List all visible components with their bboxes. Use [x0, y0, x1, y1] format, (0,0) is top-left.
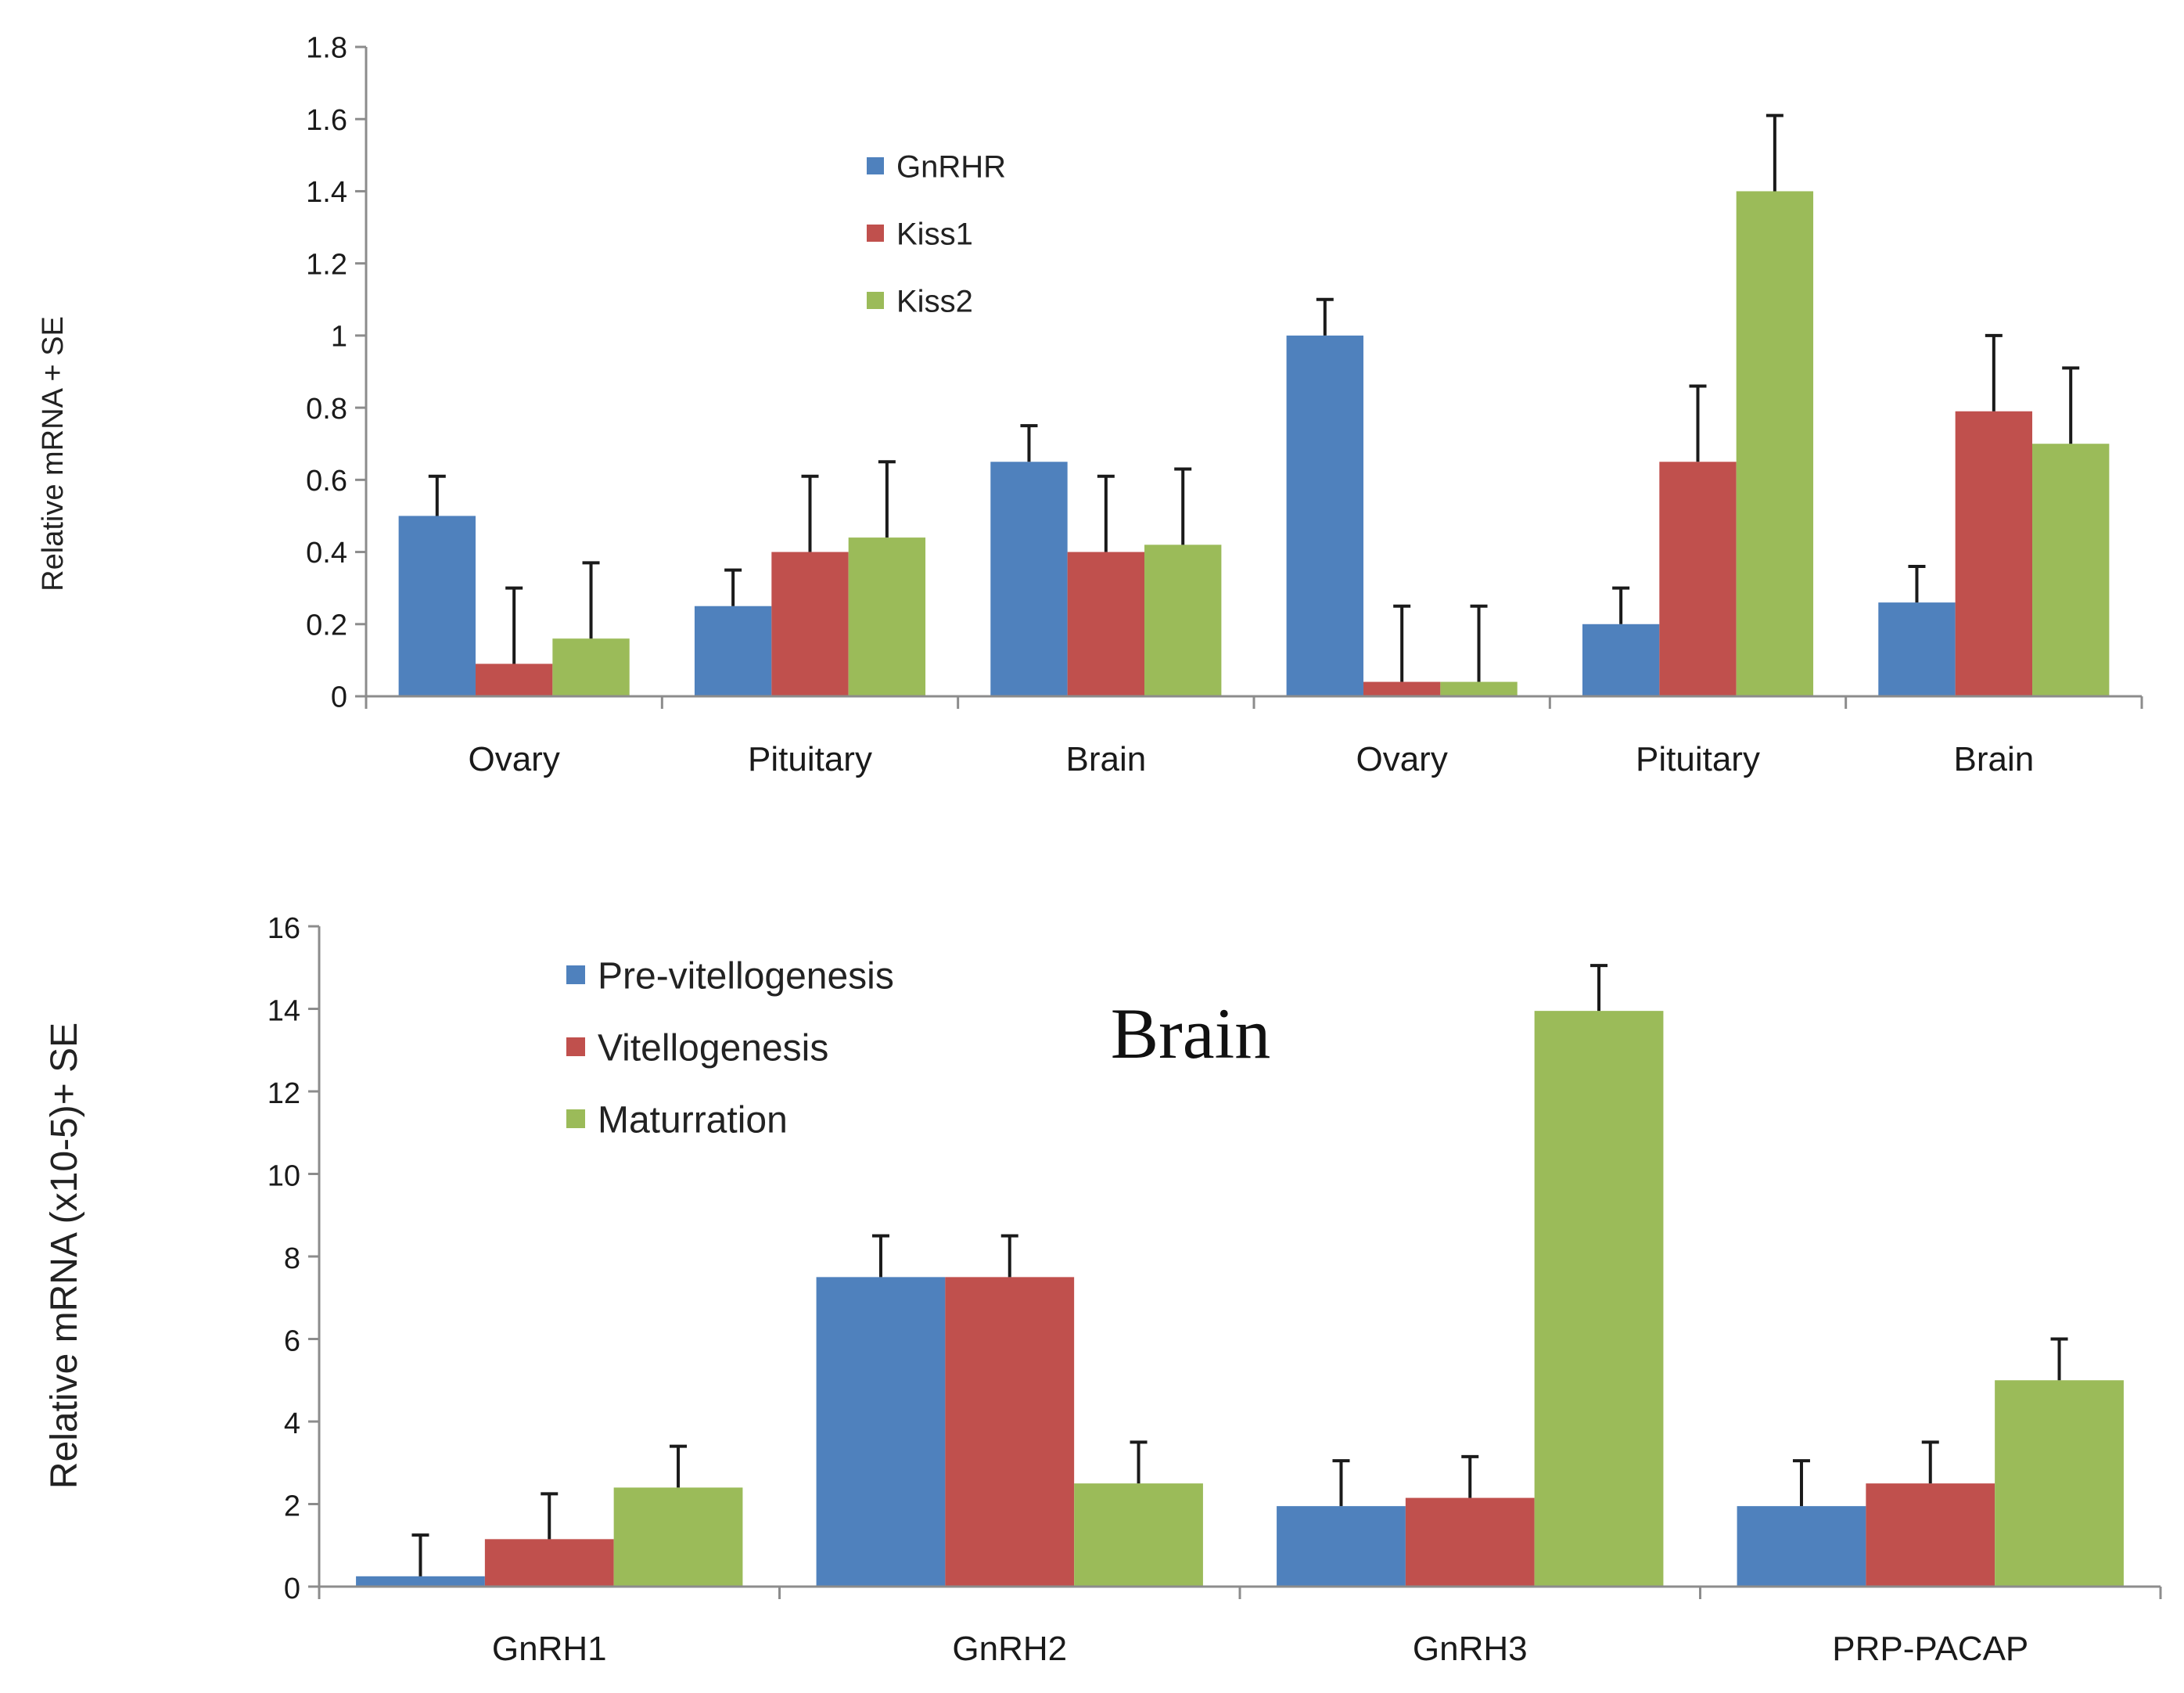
legend: GnRHR Kiss1 Kiss2 [867, 149, 1006, 318]
legend-label: Kiss1 [896, 217, 973, 251]
bar-kiss1-pituitary [1659, 462, 1737, 696]
bar-kiss2-ovary [552, 638, 630, 696]
bar-kiss1-brain [1067, 552, 1145, 696]
x-tick-label: GnRH3 [1413, 1630, 1528, 1668]
y-tick-label: 10 [268, 1160, 300, 1193]
bar-kiss1-brain [1955, 411, 2033, 696]
x-tick-label: Ovary [468, 740, 559, 778]
bar-vitellogenesis-gnrh3 [1405, 1497, 1535, 1587]
x-tick-label: Ovary [1356, 740, 1447, 778]
bar-kiss2-ovary [1440, 681, 1518, 696]
legend-label: Vitellogenesis [598, 1027, 828, 1069]
bar-pre-vitellogenesis-gnrh1 [356, 1576, 485, 1587]
legend-item-vitellogenesis: Vitellogenesis [566, 1027, 828, 1069]
y-tick-label: 4 [284, 1407, 300, 1440]
bar-vitellogenesis-gnrh2 [945, 1277, 1075, 1587]
legend: Pre-vitellogenesis Vitellogenesis Maturrat… [566, 955, 894, 1141]
legend-item-gnrhr: GnRHR [867, 149, 1006, 184]
bar-vitellogenesis-prp-pacap [1866, 1483, 1995, 1587]
legend-label: Maturration [598, 1099, 788, 1141]
y-tick-label: 0 [331, 681, 347, 714]
legend-swatch [867, 157, 884, 174]
y-tick-label: 0.4 [306, 537, 347, 570]
x-tick-label: GnRH1 [492, 1630, 607, 1668]
bar-vitellogenesis-gnrh1 [484, 1539, 614, 1587]
y-axis-label: Relative mRNA + SE [37, 316, 70, 591]
bar-group [356, 964, 2124, 1587]
y-tick-label: 1.4 [306, 176, 347, 209]
bar-kiss1-ovary [475, 663, 553, 696]
legend-swatch [566, 1037, 585, 1056]
y-tick-label: 0 [284, 1573, 300, 1605]
x-axis: Ovary Pituitary Brain Ovary Pituitary Brain [365, 695, 2143, 778]
legend-item-kiss2: Kiss2 [867, 284, 973, 318]
bar-kiss1-pituitary [771, 552, 849, 696]
bar-kiss1-ovary [1363, 681, 1441, 696]
y-tick-label: 1.2 [306, 248, 347, 281]
bar-group [398, 113, 2110, 696]
bar-pre-vitellogenesis-gnrh2 [816, 1277, 946, 1587]
x-tick-label: GnRH2 [952, 1630, 1067, 1668]
y-tick-label: 0.2 [306, 609, 347, 642]
y-tick-label: 6 [284, 1325, 300, 1358]
x-tick-label: PRP-PACAP [1832, 1630, 2028, 1668]
bar-pre-vitellogenesis-gnrh3 [1277, 1506, 1406, 1587]
bar-kiss2-pituitary [848, 537, 926, 696]
bar-maturration-prp-pacap [1995, 1380, 2124, 1587]
bar-maturration-gnrh1 [613, 1487, 743, 1587]
y-tick-label: 16 [268, 912, 300, 945]
y-tick-label: 8 [284, 1242, 300, 1275]
bar-gnrhr-pituitary [1582, 624, 1660, 696]
legend-label: GnRHR [896, 149, 1006, 184]
bar-gnrhr-ovary [1286, 335, 1363, 696]
y-tick-label: 0.8 [306, 393, 347, 426]
y-axis-label: Relative mRNA (x10-5)+ SE [44, 1023, 85, 1489]
bar-maturration-gnrh2 [1074, 1483, 1203, 1587]
legend-swatch [566, 965, 585, 984]
y-axis: 0 2 4 6 8 10 12 14 16 [268, 912, 321, 1605]
x-tick-label: Pituitary [1636, 740, 1760, 778]
legend-swatch [867, 225, 884, 242]
bar-kiss2-pituitary [1736, 191, 1814, 696]
bar-kiss2-brain [1144, 545, 1222, 696]
y-tick-label: 14 [268, 995, 300, 1028]
y-tick-label: 2 [284, 1490, 300, 1523]
y-tick-label: 0.6 [306, 465, 347, 498]
y-tick-label: 1 [331, 321, 347, 354]
y-axis: 0 0.2 0.4 0.6 0.8 1 1.2 1.4 1.6 1.8 [306, 32, 368, 714]
bar-gnrhr-brain [990, 462, 1068, 696]
bar-gnrhr-brain [1878, 602, 1956, 696]
chart-tissue-expression: Relative mRNA + SE 0 0.2 0.4 0.6 0.8 1 1.2 1.4 1… [37, 32, 2143, 778]
bar-pre-vitellogenesis-prp-pacap [1737, 1506, 1866, 1587]
legend-item-pre-vitellogenesis: Pre-vitellogenesis [566, 955, 894, 997]
legend-item-maturration: Maturration [566, 1099, 788, 1141]
legend-label: Pre-vitellogenesis [598, 955, 894, 997]
x-axis: GnRH1 GnRH2 GnRH3 PRP-PACAP [318, 1585, 2162, 1668]
bar-maturration-gnrh3 [1534, 1011, 1664, 1587]
legend-swatch [566, 1109, 585, 1128]
x-tick-label: Brain [1065, 740, 1146, 778]
y-tick-label: 1.6 [306, 104, 347, 137]
y-tick-label: 1.8 [306, 32, 347, 65]
y-tick-label: 12 [268, 1077, 300, 1110]
chart-title: Brain [1111, 994, 1270, 1073]
bar-gnrhr-ovary [398, 516, 476, 696]
legend-label: Kiss2 [896, 284, 973, 318]
x-tick-label: Pituitary [748, 740, 872, 778]
chart-brain-expression: Relative mRNA (x10-5)+ SE Brain 0 2 4 6 8 10 1… [44, 912, 2162, 1668]
x-tick-label: Brain [1953, 740, 2034, 778]
legend-swatch [867, 292, 884, 309]
legend-item-kiss1: Kiss1 [867, 217, 973, 251]
bar-kiss2-brain [2032, 444, 2110, 696]
bar-gnrhr-pituitary [694, 606, 772, 696]
